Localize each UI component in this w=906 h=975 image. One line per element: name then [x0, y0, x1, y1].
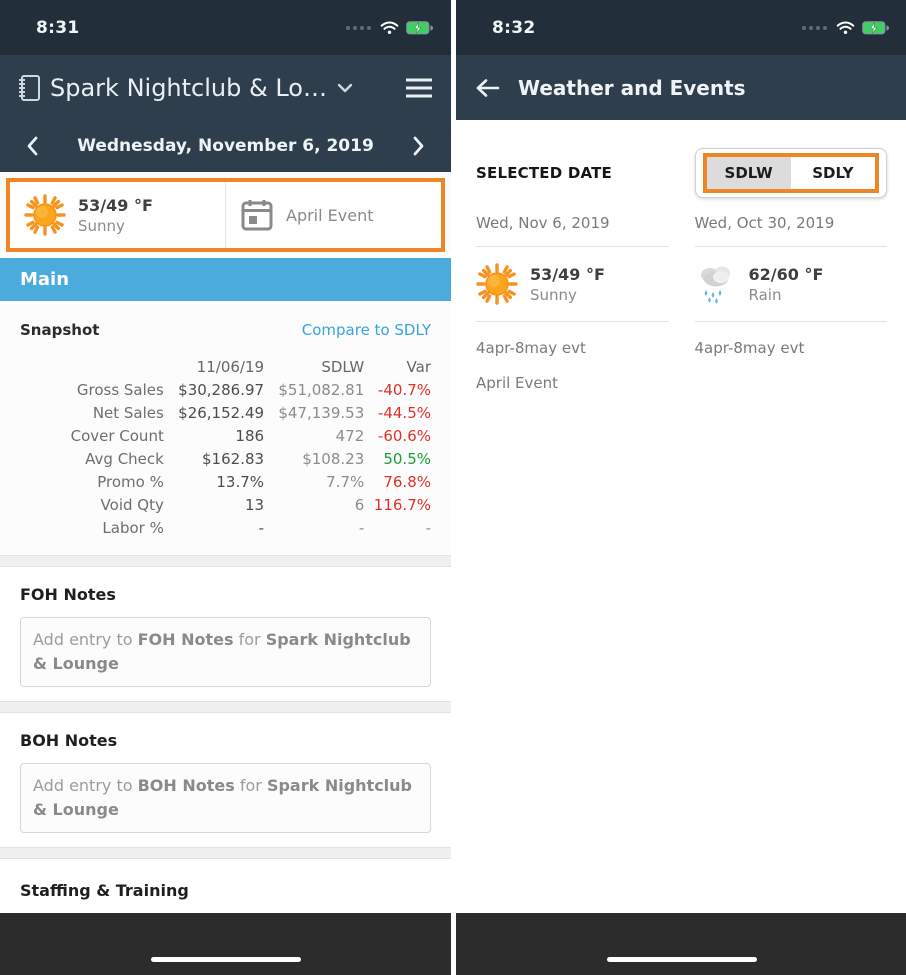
home-indicator[interactable]: [606, 957, 757, 962]
status-bar: 8:32: [456, 0, 906, 55]
sun-icon: [476, 263, 518, 305]
cellular-signal-icon: [346, 25, 371, 30]
app-header: Spark Nightclub & Lo… Wednesday, Novembe…: [0, 55, 451, 172]
comparison-date-value: Wed, Oct 30, 2019: [694, 214, 887, 247]
summary-temperature: 53/49 °F: [78, 195, 153, 215]
weather-summary[interactable]: 53/49 °F Sunny: [10, 182, 225, 248]
placeholder-text: for: [233, 630, 266, 649]
section-divider: [0, 555, 451, 567]
section-divider: [0, 701, 451, 713]
hamburger-menu-icon[interactable]: [405, 78, 433, 98]
section-header-main[interactable]: Main: [0, 258, 451, 301]
summary-condition: Sunny: [78, 216, 125, 235]
foh-notes-input[interactable]: Add entry to FOH Notes for Spark Nightcl…: [20, 617, 431, 687]
toggle-sdly-button[interactable]: SDLY: [790, 157, 875, 189]
selected-events-list: 4apr-8may evt April Event: [476, 322, 669, 392]
comparison-weather: 62/60 °F Rain: [694, 263, 887, 322]
venue-title[interactable]: Spark Nightclub & Lo…: [50, 73, 327, 102]
table-row-avg-check: Avg Check $162.83 $108.23 50.5%: [85, 449, 431, 468]
event-item: 4apr-8may evt: [694, 339, 805, 357]
status-bar: 8:31: [0, 0, 451, 55]
table-row-gross-sales: Gross Sales $30,286.97 $51,082.81 -40.7%: [76, 380, 431, 399]
compare-to-sdly-link[interactable]: Compare to SDLY: [301, 321, 431, 339]
selected-condition: Sunny: [530, 285, 577, 304]
battery-charging-icon: [406, 20, 433, 35]
boh-notes-heading: BOH Notes: [20, 731, 118, 750]
foh-notes-heading: FOH Notes: [20, 585, 116, 604]
snapshot-title: Snapshot: [20, 321, 100, 339]
calendar-icon: [240, 198, 274, 232]
comparison-temperature: 62/60 °F: [748, 264, 824, 284]
weather-event-summary-bar[interactable]: 53/49 °F Sunny April Event: [6, 178, 445, 252]
wifi-icon: [380, 20, 399, 35]
cellular-signal-icon: [802, 25, 827, 30]
right-screen-weather-events: 8:32 Weather and Events SELECTED DATE: [456, 0, 906, 975]
date-navigator: Wednesday, November 6, 2019: [0, 120, 451, 172]
boh-notes-input[interactable]: Add entry to BOH Notes for Spark Nightcl…: [20, 763, 431, 833]
home-indicator[interactable]: [150, 957, 301, 962]
rain-icon: [695, 263, 737, 305]
wifi-icon: [836, 20, 855, 35]
battery-charging-icon: [862, 20, 889, 35]
col-header-sdlw: SDLW: [321, 357, 365, 376]
next-day-button[interactable]: [413, 136, 425, 156]
bottom-system-bar: [456, 913, 906, 975]
placeholder-text: Add entry to: [33, 630, 138, 649]
placeholder-bold: BOH Notes: [137, 776, 235, 795]
table-row-net-sales: Net Sales $26,152.49 $47,139.53 -44.5%: [92, 403, 431, 422]
selected-date-value: Wed, Nov 6, 2019: [476, 214, 669, 247]
bottom-system-bar: [0, 913, 451, 975]
clock-text: 8:32: [492, 17, 536, 38]
toggle-highlight-border: SDLW SDLY: [702, 153, 879, 193]
placeholder-bold: Spark Nightclub & Lounge: [33, 630, 411, 673]
selected-temperature: 53/49 °F: [530, 264, 605, 284]
clock-text: 8:31: [36, 17, 80, 38]
comparison-condition: Rain: [748, 285, 782, 304]
page-title: Weather and Events: [518, 75, 746, 100]
col-header-current: 11/06/19: [196, 357, 265, 376]
section-divider: [0, 847, 451, 859]
placeholder-text: for: [234, 776, 267, 795]
foh-notes-section: FOH Notes Add entry to FOH Notes for Spa…: [0, 567, 451, 701]
left-screen-dashboard: 8:31 Spark Nightclub & Lo…: [0, 0, 451, 975]
weather-events-header: Weather and Events: [456, 55, 906, 120]
col-header-var: Var: [406, 357, 431, 376]
placeholder-bold: Spark Nightclub & Lounge: [33, 776, 413, 819]
venue-ledger-icon: [18, 74, 40, 101]
table-row-promo-pct: Promo % 13.7% 7.7% 76.8%: [97, 472, 431, 491]
snapshot-section: Snapshot Compare to SDLY 11/06/19 SDLW V…: [0, 301, 451, 555]
section-main-label: Main: [20, 269, 70, 290]
event-item: 4apr-8may evt: [476, 339, 586, 357]
staffing-training-heading: Staffing & Training: [20, 881, 189, 900]
previous-day-button[interactable]: [26, 136, 38, 156]
placeholder-text: Add entry to: [33, 776, 138, 795]
chevron-down-icon[interactable]: [337, 83, 353, 93]
back-arrow-icon[interactable]: [476, 78, 500, 97]
table-row-void-qty: Void Qty 13 6 116.7%: [100, 495, 431, 514]
table-row-cover-count: Cover Count 186 472 -60.6%: [70, 426, 431, 445]
selected-weather: 53/49 °F Sunny: [476, 263, 669, 322]
toggle-sdlw-button[interactable]: SDLW: [706, 157, 791, 189]
summary-event-name: April Event: [286, 205, 374, 225]
selected-date-label: SELECTED DATE: [476, 164, 612, 182]
sun-icon: [24, 194, 66, 236]
snapshot-header-row: 11/06/19 SDLW Var: [20, 355, 431, 378]
current-date-label[interactable]: Wednesday, November 6, 2019: [77, 136, 374, 156]
table-row-labor-pct: Labor % - - -: [102, 518, 431, 537]
event-summary[interactable]: April Event: [225, 182, 441, 248]
weather-event-summary-wrap: 53/49 °F Sunny April Event: [0, 172, 451, 252]
comparison-toggle-group: SDLW SDLY: [694, 148, 887, 198]
placeholder-bold: FOH Notes: [137, 630, 234, 649]
boh-notes-section: BOH Notes Add entry to BOH Notes for Spa…: [0, 713, 451, 847]
event-item: April Event: [476, 374, 559, 392]
weather-events-content: SELECTED DATE SDLW SDLY Wed, Nov 6, 2019…: [456, 120, 906, 392]
snapshot-table: 11/06/19 SDLW Var Gross Sales $30,286.97…: [20, 355, 431, 539]
comparison-events-list: 4apr-8may evt: [695, 322, 888, 392]
